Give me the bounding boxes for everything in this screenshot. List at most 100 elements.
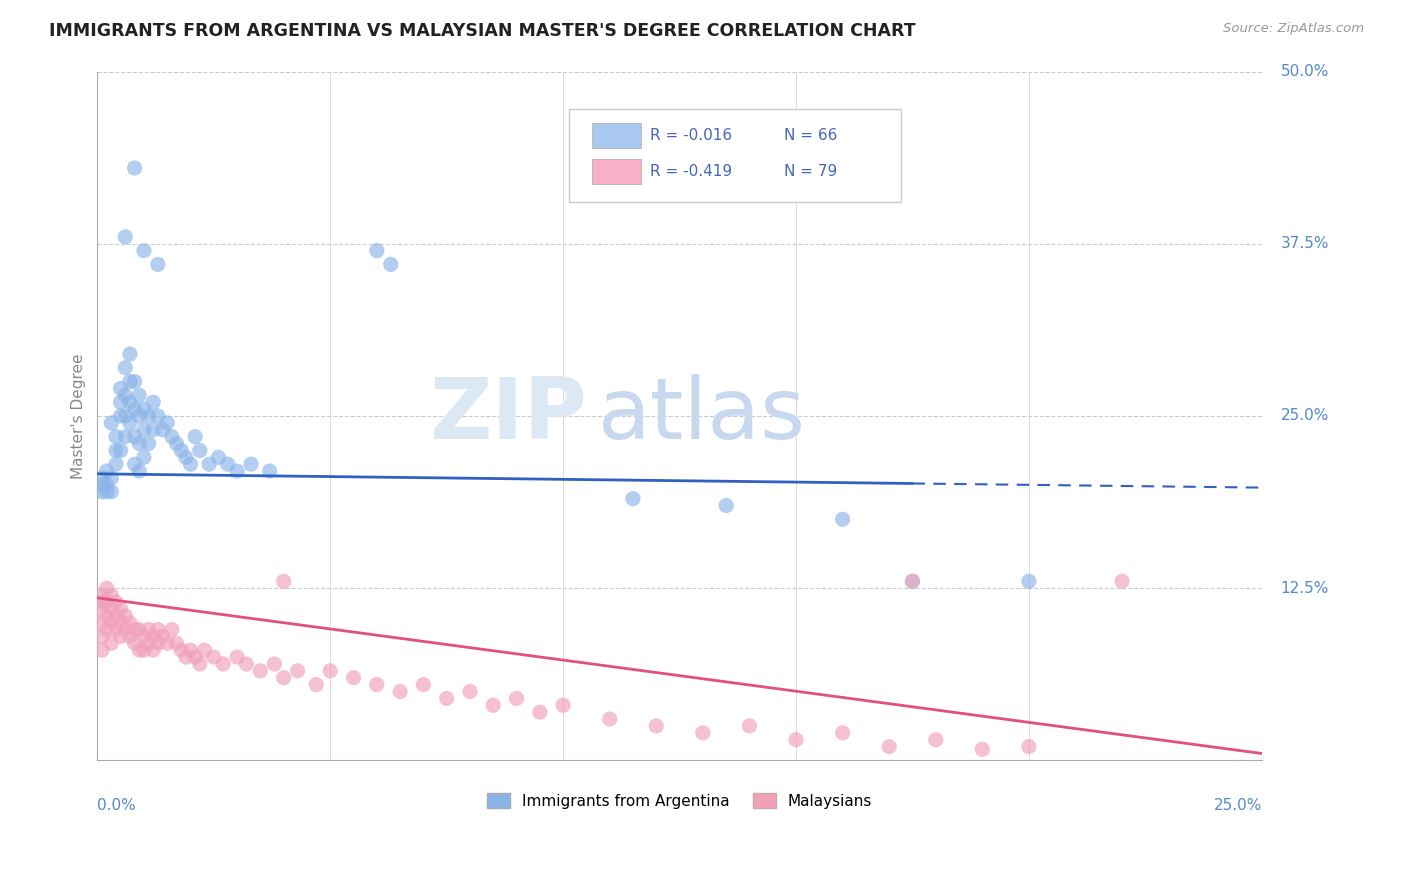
- Point: [138, 623, 160, 637]
- Point: [263, 657, 285, 671]
- Point: [273, 574, 295, 589]
- Point: [142, 395, 165, 409]
- Point: [188, 443, 211, 458]
- Point: [553, 698, 575, 713]
- Point: [184, 650, 207, 665]
- Point: [91, 643, 114, 657]
- Point: [436, 691, 458, 706]
- FancyBboxPatch shape: [592, 123, 641, 148]
- Point: [412, 678, 434, 692]
- Text: R = -0.016: R = -0.016: [651, 128, 733, 143]
- Point: [132, 450, 155, 465]
- Point: [104, 623, 127, 637]
- Point: [198, 457, 221, 471]
- Point: [132, 244, 155, 258]
- Point: [1018, 739, 1040, 754]
- Point: [118, 347, 141, 361]
- Point: [114, 388, 136, 402]
- Point: [152, 423, 174, 437]
- Point: [132, 629, 155, 643]
- Point: [342, 671, 364, 685]
- Point: [96, 484, 118, 499]
- Point: [152, 629, 174, 643]
- Point: [249, 664, 271, 678]
- Point: [170, 443, 193, 458]
- Point: [118, 375, 141, 389]
- Point: [110, 395, 132, 409]
- Text: N = 66: N = 66: [785, 128, 838, 143]
- Point: [621, 491, 644, 506]
- Point: [166, 436, 188, 450]
- Point: [132, 423, 155, 437]
- Point: [124, 430, 146, 444]
- Point: [160, 430, 183, 444]
- Point: [482, 698, 505, 713]
- Point: [212, 657, 235, 671]
- FancyBboxPatch shape: [569, 110, 901, 202]
- Text: 50.0%: 50.0%: [1281, 64, 1329, 79]
- Point: [305, 678, 328, 692]
- Point: [104, 430, 127, 444]
- Point: [389, 684, 412, 698]
- Point: [207, 450, 229, 465]
- Point: [114, 230, 136, 244]
- Point: [110, 629, 132, 643]
- Point: [160, 623, 183, 637]
- Point: [142, 629, 165, 643]
- Point: [124, 636, 146, 650]
- Point: [366, 244, 388, 258]
- Point: [273, 671, 295, 685]
- Text: N = 79: N = 79: [785, 164, 838, 179]
- Point: [104, 443, 127, 458]
- Point: [124, 623, 146, 637]
- Point: [118, 615, 141, 630]
- Point: [132, 643, 155, 657]
- Point: [114, 608, 136, 623]
- Point: [114, 409, 136, 423]
- Point: [118, 395, 141, 409]
- Text: atlas: atlas: [598, 375, 806, 458]
- Point: [170, 643, 193, 657]
- Point: [100, 636, 122, 650]
- Point: [319, 664, 342, 678]
- Point: [505, 691, 527, 706]
- Text: 12.5%: 12.5%: [1281, 581, 1329, 596]
- Point: [714, 499, 737, 513]
- Point: [96, 595, 118, 609]
- Point: [124, 402, 146, 417]
- Point: [138, 636, 160, 650]
- Point: [128, 464, 150, 478]
- Point: [138, 436, 160, 450]
- FancyBboxPatch shape: [592, 159, 641, 184]
- Point: [156, 416, 179, 430]
- Point: [100, 416, 122, 430]
- Point: [202, 650, 225, 665]
- Point: [91, 615, 114, 630]
- Point: [100, 484, 122, 499]
- Point: [380, 257, 402, 271]
- Point: [174, 450, 197, 465]
- Point: [96, 478, 118, 492]
- Point: [831, 726, 853, 740]
- Point: [124, 375, 146, 389]
- Text: Source: ZipAtlas.com: Source: ZipAtlas.com: [1223, 22, 1364, 36]
- Point: [91, 484, 114, 499]
- Point: [179, 457, 201, 471]
- Point: [146, 257, 169, 271]
- Point: [645, 719, 668, 733]
- Point: [91, 588, 114, 602]
- Point: [184, 430, 207, 444]
- Point: [877, 739, 900, 754]
- Point: [114, 623, 136, 637]
- Point: [114, 360, 136, 375]
- Point: [104, 457, 127, 471]
- Point: [226, 464, 249, 478]
- Point: [146, 409, 169, 423]
- Point: [128, 623, 150, 637]
- Point: [831, 512, 853, 526]
- Text: 25.0%: 25.0%: [1281, 409, 1329, 424]
- Text: 37.5%: 37.5%: [1281, 236, 1329, 252]
- Point: [146, 636, 169, 650]
- Text: 25.0%: 25.0%: [1213, 798, 1261, 814]
- Point: [124, 161, 146, 175]
